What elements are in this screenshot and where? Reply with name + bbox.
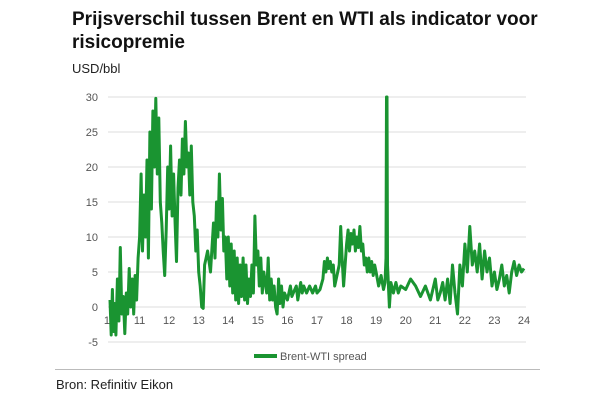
- y-tick-label: 5: [92, 267, 98, 279]
- x-tick-label: 22: [459, 315, 471, 327]
- y-axis-label: USD/bbl: [72, 61, 121, 76]
- x-tick-label: 12: [163, 315, 175, 327]
- x-tick-label: 16: [281, 315, 293, 327]
- y-tick-label: -5: [88, 337, 98, 349]
- legend-label: Brent-WTI spread: [280, 351, 367, 363]
- y-tick-label: 25: [86, 127, 98, 139]
- x-tick-label: 19: [370, 315, 382, 327]
- chart-title: Prijsverschil tussen Brent en WTI als in…: [72, 9, 538, 53]
- x-tick-label: 13: [193, 315, 205, 327]
- x-tick-label: 23: [488, 315, 500, 327]
- x-tick-label: 24: [518, 315, 530, 327]
- x-tick-label: 18: [340, 315, 352, 327]
- x-tick-label: 14: [222, 315, 234, 327]
- y-tick-label: 30: [86, 92, 98, 104]
- y-tick-label: 0: [92, 302, 98, 314]
- y-tick-label: 10: [86, 232, 98, 244]
- source-note: Bron: Refinitiv Eikon: [56, 377, 174, 392]
- series-line-brent-wti-spread: [108, 95, 526, 337]
- divider: [55, 369, 540, 370]
- x-tick-label: 20: [400, 315, 412, 327]
- y-tick-label: 20: [86, 162, 98, 174]
- y-tick-label: 15: [86, 197, 98, 209]
- x-tick-label: 17: [311, 315, 323, 327]
- x-tick-label: 21: [429, 315, 441, 327]
- x-tick-label: 15: [252, 315, 264, 327]
- x-tick-label: 11: [134, 315, 145, 327]
